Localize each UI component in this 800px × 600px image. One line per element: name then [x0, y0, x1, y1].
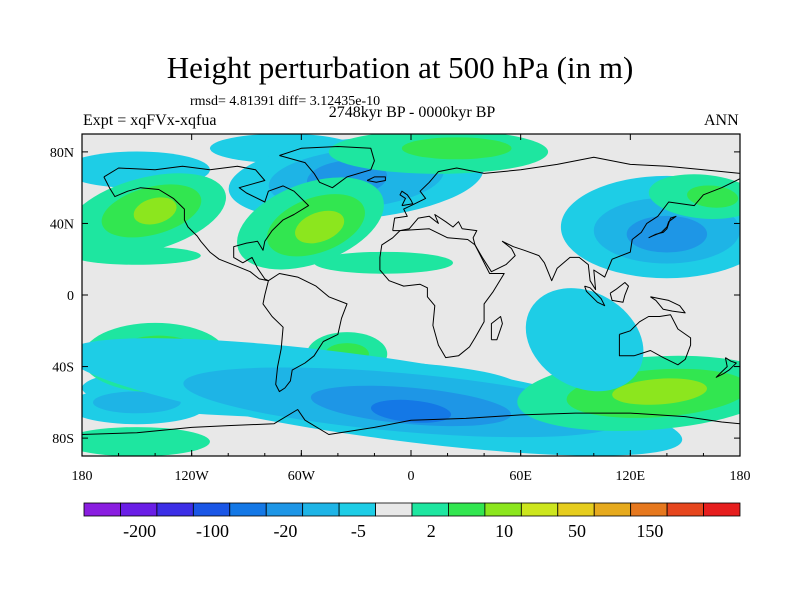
antarctic-high-west — [82, 427, 210, 456]
x-tick-label: 60W — [288, 469, 316, 484]
southern-indian-high-core-2 — [612, 378, 707, 405]
coastline-new-zealand — [715, 357, 737, 378]
coastline-africa — [379, 228, 505, 359]
x-tick-label: 180 — [72, 469, 93, 484]
colorbar-swatch — [83, 502, 121, 517]
north-pacific-high-core-2 — [133, 197, 177, 225]
colorbar-swatch — [557, 502, 595, 517]
colorbar-label: 10 — [495, 521, 513, 541]
colorbar-label: 150 — [636, 521, 663, 541]
coastline-australia — [618, 314, 692, 366]
coastlines — [82, 146, 740, 456]
colorbar-swatch — [338, 502, 376, 517]
colorbar-label: 2 — [427, 521, 436, 541]
colorbar-swatch — [630, 502, 668, 517]
y-tick-label: 80N — [50, 146, 74, 161]
arctic-high-core-1 — [401, 137, 512, 160]
coastline-antarctica — [82, 409, 740, 456]
colorbar-swatch — [192, 502, 231, 517]
y-tick-label: 40S — [52, 361, 74, 376]
south-pacific-low-core — [92, 391, 181, 414]
colorbar-swatch — [411, 502, 449, 517]
coastline-new-guinea — [650, 296, 686, 314]
axis-ticks: 180 120W 60W 0 60E 120E 180 80N 40N 0 40S 80S — [50, 134, 751, 484]
contour-field — [82, 134, 740, 456]
colorbar-label: 50 — [568, 521, 586, 541]
colorbar-swatch — [302, 502, 340, 517]
page-title: Height perturbation at 500 hPa (in m) — [166, 50, 634, 85]
coastline-south-america — [262, 273, 348, 393]
east-asia-low-core-2 — [626, 215, 708, 253]
western-atlantic-high-core-2 — [295, 210, 345, 244]
coastline-sumatra — [584, 285, 606, 307]
colorbar-label: -100 — [196, 521, 229, 541]
colorbar-swatch — [484, 502, 522, 517]
y-tick-label: 40N — [50, 217, 74, 232]
colorbar-swatch — [156, 502, 194, 517]
coastline-uk — [399, 190, 414, 207]
colorbar-swatch — [448, 502, 486, 517]
x-tick-label: 120W — [175, 469, 210, 484]
season-label: ANN — [704, 112, 739, 129]
australia-low — [525, 288, 644, 392]
colorbar-swatch — [375, 502, 413, 517]
coastline-japan — [648, 215, 677, 239]
colorbar-swatch — [520, 502, 559, 517]
period-text: 2748kyr BP - 0000kyr BP — [328, 104, 496, 121]
x-tick-label: 120E — [616, 469, 646, 484]
y-tick-label: 0 — [67, 289, 74, 304]
colorbar-swatch — [666, 502, 704, 517]
x-tick-label: 0 — [408, 469, 415, 484]
colorbar-swatch — [265, 502, 304, 517]
coastline-madagascar — [490, 316, 503, 341]
colorbar-label: -20 — [273, 521, 297, 541]
coastline-borneo — [609, 282, 629, 303]
colorbar-swatch — [593, 502, 632, 517]
subtropical-atlantic-high — [314, 251, 454, 274]
colorbar-swatch — [703, 502, 741, 517]
experiment-label: Expt = xqFVx-xqfua — [83, 112, 217, 129]
colorbar: -200 -100 -20 -5 2 10 50 150 — [83, 502, 741, 541]
x-tick-label: 60E — [509, 469, 532, 484]
southern-ocean-low-core-3 — [370, 399, 452, 423]
x-tick-label: 180 — [730, 469, 751, 484]
colorbar-swatch — [120, 502, 158, 517]
coastline-north-america — [103, 165, 310, 282]
siberia-high-core-1 — [687, 185, 739, 208]
colorbar-label: -5 — [351, 521, 366, 541]
stats-text: rmsd= 4.81391 diff= 3.12435e-10 — [190, 94, 381, 109]
colorbar-swatch — [229, 502, 267, 517]
coastline-greenland — [279, 146, 375, 189]
coastline-eurasia — [392, 156, 740, 291]
colorbar-label: -200 — [123, 521, 156, 541]
coastline-iceland — [366, 176, 386, 183]
y-tick-label: 80S — [52, 432, 74, 447]
